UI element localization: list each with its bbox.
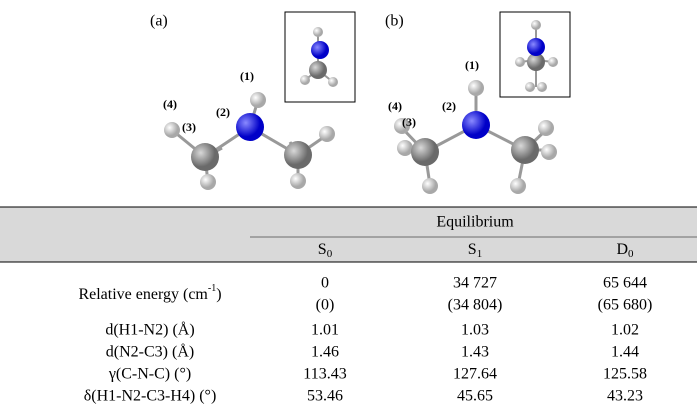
column-letter: S	[468, 241, 477, 258]
atom-label: (3)	[402, 115, 416, 129]
atom-label: (3)	[182, 120, 196, 134]
cell: (65 680)	[598, 297, 653, 314]
column-letter: D	[616, 241, 628, 258]
row-label: δ(H1-N2-C3-H4) (°)	[84, 388, 217, 405]
cell: 1.01	[311, 322, 339, 339]
cell: (34 804)	[448, 297, 503, 314]
cell: 0	[321, 275, 329, 292]
cell: 53.46	[307, 388, 343, 405]
group-header: Equilibrium	[436, 214, 514, 231]
cell: 113.43	[303, 366, 346, 383]
page: (a) (1) (2) (3) (4) (b) (1) (2) (3) (4) …	[0, 0, 697, 418]
row-label: γ(C-N-C) (°)	[108, 366, 191, 383]
row-label-sup: -1	[208, 283, 216, 294]
table-header-bg	[0, 207, 697, 262]
cell: 127.64	[453, 366, 497, 383]
column-letter: S	[318, 241, 327, 258]
atom-label: (1)	[240, 69, 254, 83]
molecule-a	[164, 92, 335, 190]
row-label: d(N2-C3) (Å)	[106, 343, 194, 361]
cell: 43.23	[607, 388, 643, 405]
atom-label: (4)	[388, 99, 402, 113]
cell: 1.44	[611, 344, 639, 361]
column-subscript: 0	[628, 248, 634, 260]
column-subscript: 0	[327, 248, 333, 260]
cell: 65 644	[603, 275, 647, 292]
cell: 34 727	[453, 275, 497, 292]
row-label: d(H1-N2) (Å)	[105, 321, 194, 339]
cell: 1.03	[461, 322, 489, 339]
inset-molecule-a	[300, 27, 338, 87]
row-label-text: Relative energy (cm	[78, 286, 208, 303]
cell: 125.58	[603, 366, 647, 383]
atom-label: (2)	[442, 99, 456, 113]
atom-label: (4)	[163, 97, 177, 111]
panel-label: (a)	[150, 13, 168, 30]
row-label: Relative energy (cm-1)	[78, 283, 221, 302]
atom-label: (2)	[216, 105, 230, 119]
inset-molecule-b	[515, 20, 558, 92]
panel-label: (b)	[385, 13, 404, 30]
cell: (0)	[316, 297, 335, 314]
cell: 1.02	[611, 322, 639, 339]
cell: 1.43	[461, 344, 489, 361]
cell: 45.65	[457, 388, 493, 405]
atom-label: (1)	[465, 58, 479, 72]
column-subscript: 1	[477, 248, 483, 260]
cell: 1.46	[311, 344, 339, 361]
row-label-text: )	[216, 286, 221, 303]
